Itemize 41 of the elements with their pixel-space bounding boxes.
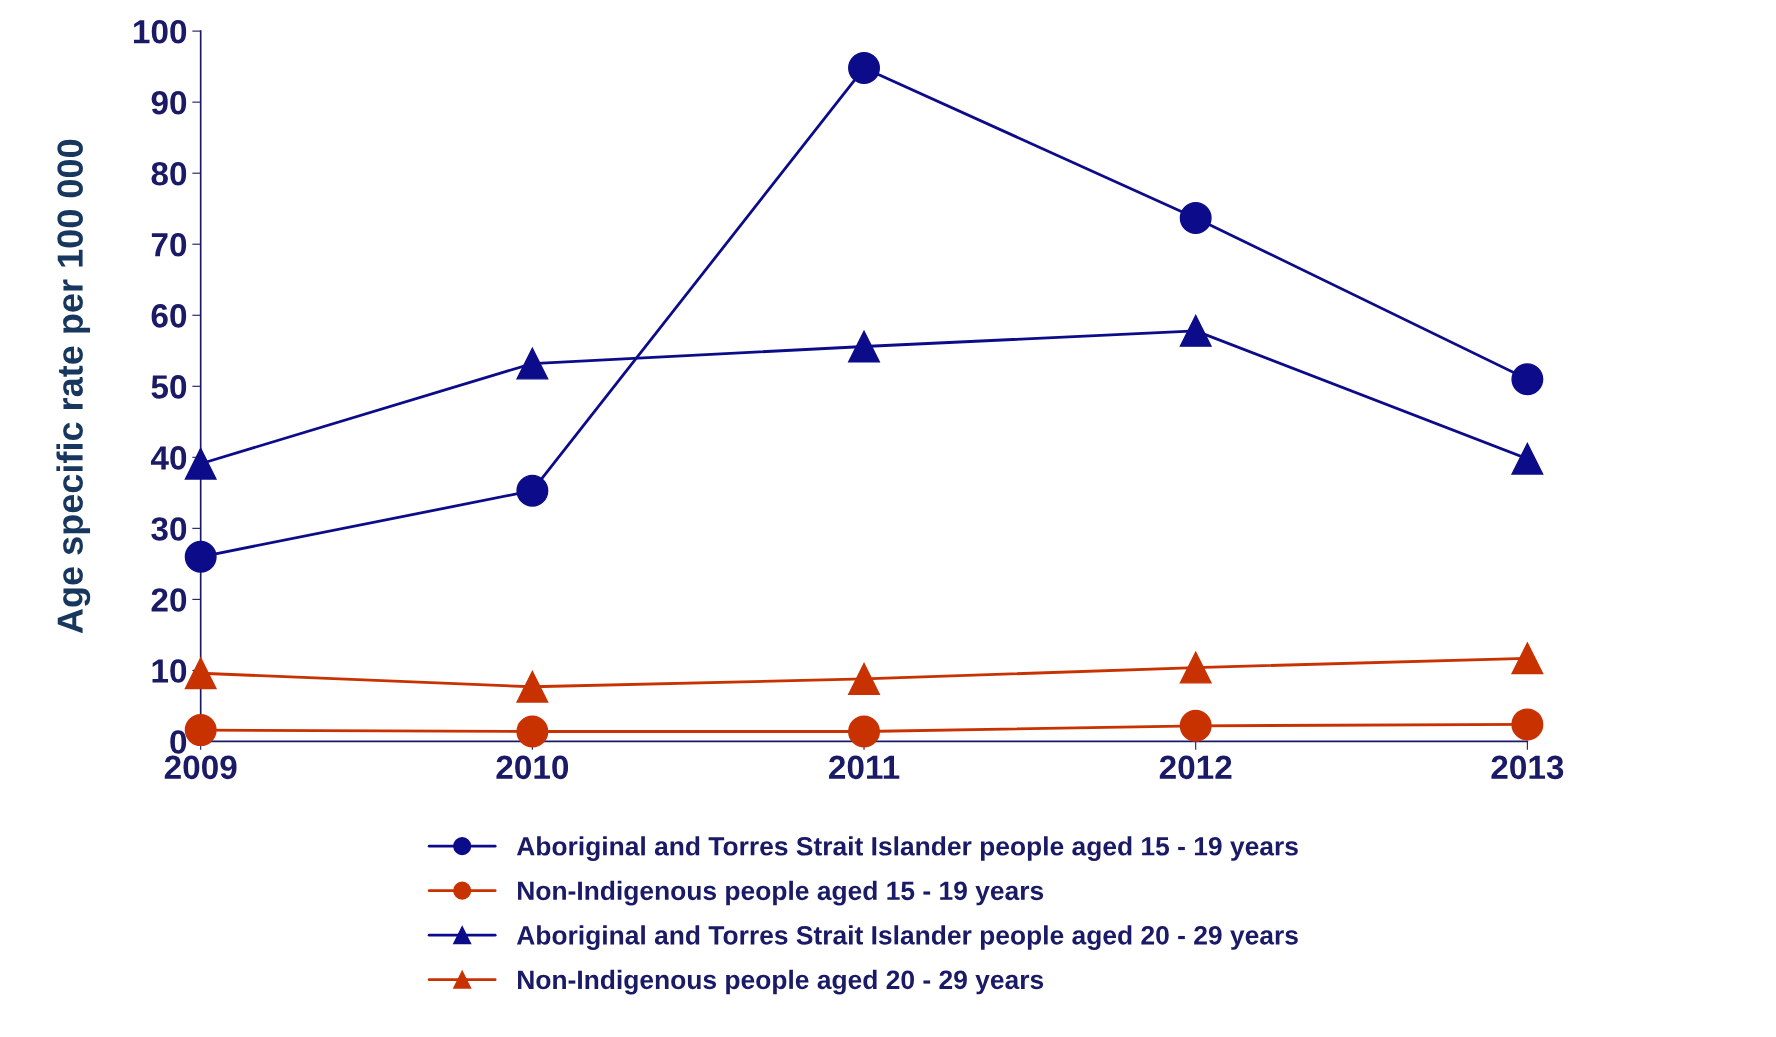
x-tick-label: 2013: [1491, 755, 1564, 780]
point: [184, 714, 217, 747]
x-tick-label: 2011: [829, 755, 900, 780]
legend-label: Non-Indigenous people aged 15 - 19 years: [518, 880, 1044, 906]
y-tick-label: 90: [151, 90, 187, 115]
point: [516, 347, 549, 380]
point: [848, 52, 880, 85]
point: [1179, 709, 1212, 742]
point: [184, 447, 217, 480]
y-axis-title: Age specific rate per 100 000: [56, 139, 91, 634]
point: [848, 330, 880, 363]
legend-label: Non-Indigenous people aged 20 - 29 years: [518, 969, 1044, 995]
y-tick-label: 100: [133, 19, 187, 44]
y-tick-label: 10: [152, 659, 187, 683]
point: [1511, 642, 1544, 675]
point: [1511, 363, 1544, 396]
x-tick-label: 2009: [164, 755, 237, 780]
point: [848, 662, 880, 695]
y-tick-label: 80: [151, 161, 187, 186]
point: [516, 715, 549, 748]
point: [1179, 201, 1212, 234]
y-tick-label: 40: [150, 446, 187, 470]
legend-label: Aboriginal and Torres Strait Islander people aged 15 - 19 years: [516, 836, 1298, 861]
point: [848, 715, 880, 748]
y-tick-label: 50: [151, 375, 187, 399]
x-tick-label: 2012: [1159, 755, 1232, 780]
y-tick-label: 60: [151, 304, 187, 328]
y-tick-label: 20: [151, 588, 187, 612]
point: [184, 657, 217, 690]
x-tick-label: 2010: [496, 755, 569, 780]
y-tick-label: 70: [151, 233, 187, 257]
point: [184, 540, 217, 573]
y-tick-label: 0: [170, 730, 187, 754]
point: [516, 670, 549, 703]
point: [1511, 708, 1544, 741]
point: [516, 474, 549, 507]
point: [1511, 442, 1544, 475]
point: [1179, 314, 1212, 347]
point: [1179, 651, 1212, 684]
legend-label: Aboriginal and Torres Strait Islander people aged 20 - 29 years: [516, 925, 1298, 950]
y-tick-label: 30: [151, 517, 187, 541]
